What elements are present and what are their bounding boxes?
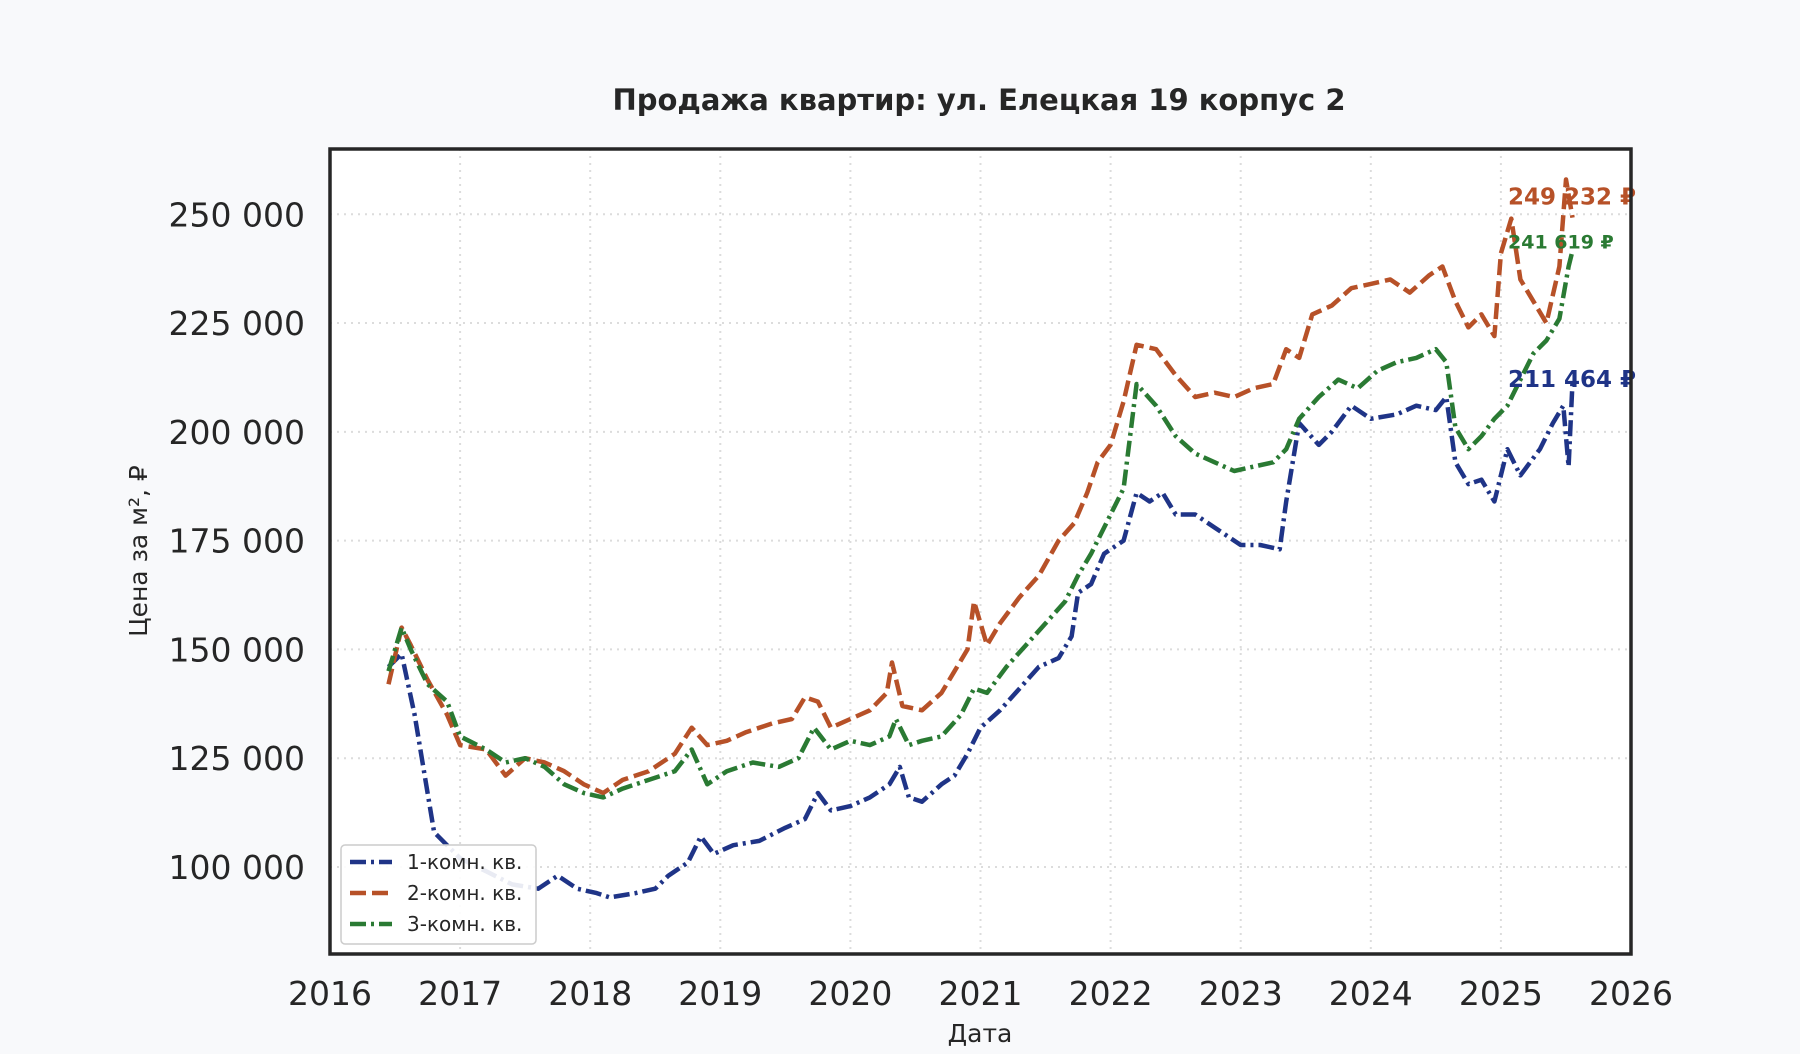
- x-tick-label: 2021: [939, 974, 1023, 1013]
- plot-frame: [328, 147, 1633, 956]
- legend-box: [340, 844, 537, 945]
- legend-label: 3-комн. кв.: [407, 912, 522, 936]
- x-axis-label: Дата: [948, 1019, 1013, 1048]
- series-line: [386, 250, 1575, 800]
- legend-label: 1-комн. кв.: [407, 850, 522, 874]
- x-tick-label: 2022: [1069, 974, 1153, 1013]
- x-tick-label: 2016: [288, 974, 372, 1013]
- y-tick-label: 150 000: [169, 630, 305, 669]
- x-tick-label: 2023: [1199, 974, 1283, 1013]
- x-tick-label: 2017: [418, 974, 502, 1013]
- x-tick-label: 2018: [548, 974, 632, 1013]
- series-lines: [386, 177, 1575, 900]
- x-tick-label: 2020: [808, 974, 892, 1013]
- axis-ticks: 2016 2017 2018 2019 2020 2021 2022 2023 2024 2025…: [169, 195, 1673, 1013]
- end-labels: 211 464 ₽ 249 232 ₽ 241 619 ₽: [1508, 185, 1636, 393]
- x-tick-label: 2026: [1589, 974, 1673, 1013]
- chart-title: Продажа квартир: ул. Елецкая 19 корпус 2: [612, 83, 1345, 117]
- y-tick-label: 200 000: [169, 413, 305, 452]
- x-tick-label: 2025: [1459, 974, 1543, 1013]
- y-axis-label: Цена за м², ₽: [124, 465, 153, 637]
- y-tick-label: 100 000: [169, 848, 305, 887]
- y-tick-label: 125 000: [169, 739, 305, 778]
- y-tick-label: 225 000: [169, 304, 305, 343]
- legend-label: 2-комн. кв.: [407, 881, 522, 905]
- y-tick-label: 175 000: [169, 522, 305, 561]
- series-end-label: 211 464 ₽: [1508, 367, 1636, 393]
- series-end-label: 249 232 ₽: [1508, 185, 1636, 211]
- x-tick-label: 2024: [1329, 974, 1413, 1013]
- legend: 1-комн. кв. 2-комн. кв. 3-комн. кв.: [340, 844, 537, 945]
- series-end-label: 241 619 ₽: [1508, 232, 1614, 254]
- x-tick-label: 2019: [678, 974, 762, 1013]
- series-line: [386, 177, 1575, 796]
- y-tick-label: 250 000: [169, 195, 305, 234]
